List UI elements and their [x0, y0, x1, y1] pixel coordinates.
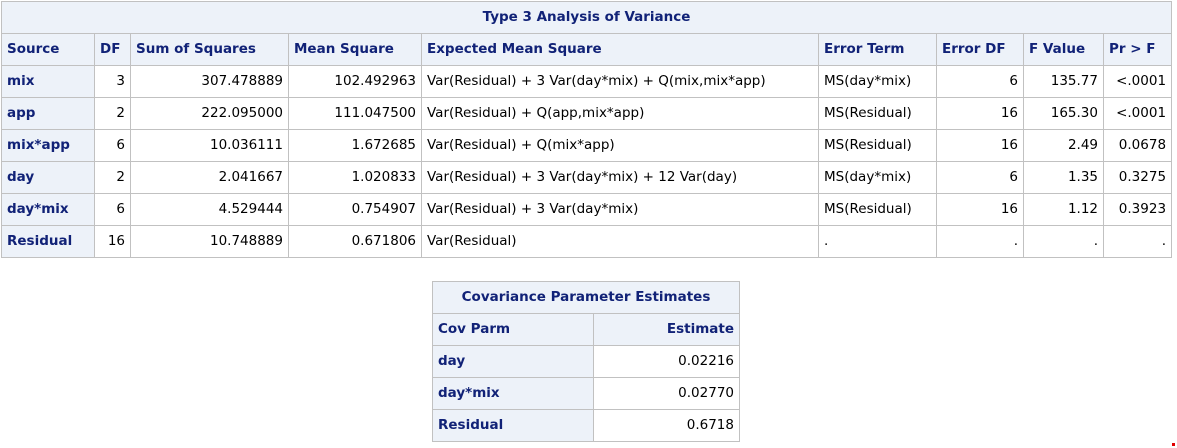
table-row: day 0.02216 [432, 345, 740, 378]
covariance-table: Covariance Parameter Estimates Cov Parm … [432, 281, 740, 442]
row-label-cov-parm: day [432, 345, 594, 378]
cell-estimate: 0.6718 [593, 409, 740, 442]
anova-header-row: Source DF Sum of Squares Mean Square Exp… [1, 33, 1173, 66]
col-header-f-value: F Value [1023, 33, 1104, 66]
cell-error-df: 6 [936, 65, 1024, 98]
cell-expected-mean-square: Var(Residual) + Q(mix*app) [421, 129, 819, 162]
cell-df: 6 [94, 193, 131, 226]
cell-mean-square: 102.492963 [288, 65, 422, 98]
cell-df: 3 [94, 65, 131, 98]
cell-df: 6 [94, 129, 131, 162]
corner-marker [1172, 443, 1175, 446]
table-row: day 2 2.041667 1.020833 Var(Residual) + … [1, 161, 1173, 194]
cell-mean-square: 0.671806 [288, 225, 422, 258]
row-label-source: day [1, 161, 95, 194]
cell-f-value: 165.30 [1023, 97, 1104, 130]
cell-mean-square: 1.020833 [288, 161, 422, 194]
cell-expected-mean-square: Var(Residual) + 3 Var(day*mix) + Q(mix,m… [421, 65, 819, 98]
cell-error-df: 16 [936, 97, 1024, 130]
cell-sum-of-squares: 10.036111 [130, 129, 289, 162]
cell-df: 2 [94, 161, 131, 194]
cell-error-term: MS(Residual) [818, 129, 937, 162]
col-header-estimate: Estimate [593, 313, 740, 346]
covariance-caption: Covariance Parameter Estimates [432, 281, 740, 314]
cell-mean-square: 111.047500 [288, 97, 422, 130]
cell-error-df: 6 [936, 161, 1024, 194]
table-row: mix*app 6 10.036111 1.672685 Var(Residua… [1, 129, 1173, 162]
row-label-source: mix*app [1, 129, 95, 162]
cell-pr-f: 0.3923 [1102, 193, 1173, 226]
row-label-cov-parm: Residual [432, 409, 594, 442]
row-label-source: app [1, 97, 95, 130]
cell-pr-f: 0.0678 [1102, 129, 1173, 162]
table-row: Residual 16 10.748889 0.671806 Var(Resid… [1, 225, 1173, 258]
table-row: mix 3 307.478889 102.492963 Var(Residual… [1, 65, 1173, 98]
col-header-expected-mean-square: Expected Mean Square [421, 33, 819, 66]
cell-expected-mean-square: Var(Residual) + 3 Var(day*mix) [421, 193, 819, 226]
cell-sum-of-squares: 307.478889 [130, 65, 289, 98]
col-header-error-term: Error Term [818, 33, 937, 66]
col-header-df: DF [94, 33, 131, 66]
cell-error-df: . [936, 225, 1024, 258]
cell-sum-of-squares: 222.095000 [130, 97, 289, 130]
covariance-header-row: Cov Parm Estimate [432, 313, 740, 346]
cell-sum-of-squares: 4.529444 [130, 193, 289, 226]
cell-pr-f: <.0001 [1102, 65, 1173, 98]
cell-error-term: MS(day*mix) [818, 65, 937, 98]
cell-mean-square: 1.672685 [288, 129, 422, 162]
cell-mean-square: 0.754907 [288, 193, 422, 226]
row-label-source: day*mix [1, 193, 95, 226]
row-label-source: Residual [1, 225, 95, 258]
col-header-source: Source [1, 33, 95, 66]
cell-f-value: 2.49 [1023, 129, 1104, 162]
cell-df: 2 [94, 97, 131, 130]
cell-sum-of-squares: 2.041667 [130, 161, 289, 194]
anova-caption: Type 3 Analysis of Variance [0, 1, 1173, 34]
cell-error-term: MS(day*mix) [818, 161, 937, 194]
cell-f-value: . [1023, 225, 1104, 258]
col-header-mean-square: Mean Square [288, 33, 422, 66]
cell-pr-f: 0.3275 [1102, 161, 1173, 194]
cell-error-term: MS(Residual) [818, 193, 937, 226]
cell-df: 16 [94, 225, 131, 258]
cell-error-df: 16 [936, 129, 1024, 162]
cell-error-df: 16 [936, 193, 1024, 226]
cell-expected-mean-square: Var(Residual) + Q(app,mix*app) [421, 97, 819, 130]
cell-pr-f: <.0001 [1102, 97, 1173, 130]
cell-f-value: 1.35 [1023, 161, 1104, 194]
cell-f-value: 135.77 [1023, 65, 1104, 98]
table-row: day*mix 6 4.529444 0.754907 Var(Residual… [1, 193, 1173, 226]
cell-estimate: 0.02770 [593, 377, 740, 410]
table-row: day*mix 0.02770 [432, 377, 740, 410]
row-label-cov-parm: day*mix [432, 377, 594, 410]
anova-table: Type 3 Analysis of Variance Source DF Su… [0, 1, 1173, 258]
cell-estimate: 0.02216 [593, 345, 740, 378]
cell-expected-mean-square: Var(Residual) [421, 225, 819, 258]
table-row: app 2 222.095000 111.047500 Var(Residual… [1, 97, 1173, 130]
cell-error-term: MS(Residual) [818, 97, 937, 130]
col-header-pr-f: Pr > F [1102, 33, 1173, 66]
table-row: Residual 0.6718 [432, 409, 740, 442]
col-header-sum-of-squares: Sum of Squares [130, 33, 289, 66]
cell-error-term: . [818, 225, 937, 258]
cell-f-value: 1.12 [1023, 193, 1104, 226]
cell-sum-of-squares: 10.748889 [130, 225, 289, 258]
col-header-cov-parm: Cov Parm [432, 313, 594, 346]
row-label-source: mix [1, 65, 95, 98]
col-header-error-df: Error DF [936, 33, 1024, 66]
cell-pr-f: . [1102, 225, 1173, 258]
cell-expected-mean-square: Var(Residual) + 3 Var(day*mix) + 12 Var(… [421, 161, 819, 194]
